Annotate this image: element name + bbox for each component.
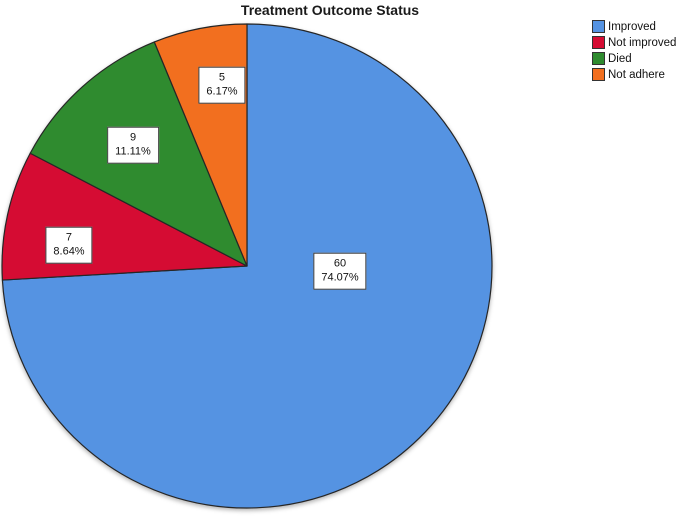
chart-title: Treatment Outcome Status	[240, 2, 420, 18]
slice-percent: 74.07%	[321, 272, 359, 284]
legend-label-not-adhere: Not adhere	[608, 68, 665, 81]
slice-percent: 8.64%	[53, 246, 85, 258]
legend-row-not-adhere: Not adhere	[592, 68, 676, 81]
legend-swatch-not-adhere	[592, 68, 605, 81]
slice-label-not-adhere: 5 6.17%	[198, 66, 246, 104]
slice-count: 9	[129, 131, 137, 144]
legend-label-not-improved: Not improved	[608, 36, 677, 49]
legend-swatch-improved	[592, 20, 605, 33]
legend-label-died: Died	[608, 52, 632, 65]
slice-label-improved: 60 74.07%	[313, 252, 367, 290]
slice-label-died: 9 11.11%	[107, 126, 159, 164]
slice-count: 5	[218, 71, 226, 84]
slice-count: 60	[333, 257, 347, 270]
slice-count: 7	[65, 231, 73, 244]
slice-label-not-improved: 7 8.64%	[45, 226, 93, 264]
legend-row-died: Died	[592, 52, 676, 65]
legend-swatch-died	[592, 52, 605, 65]
legend-row-improved: Improved	[592, 20, 676, 33]
slice-percent: 6.17%	[206, 86, 238, 98]
slice-percent: 11.11%	[115, 146, 151, 158]
legend-row-not-improved: Not improved	[592, 36, 676, 49]
legend: Improved Not improved Died Not adhere	[592, 20, 676, 84]
legend-label-improved: Improved	[608, 20, 656, 33]
legend-swatch-not-improved	[592, 36, 605, 49]
